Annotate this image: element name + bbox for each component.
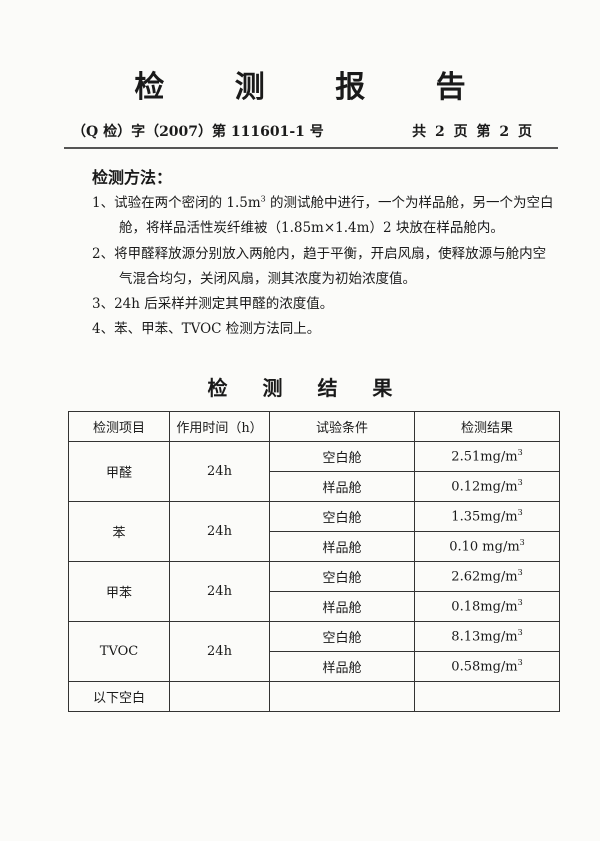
header-divider bbox=[64, 147, 558, 149]
method-item-3: 3、24h 后采样并测定其甲醛的浓度值。 bbox=[92, 296, 334, 312]
results-table: 检测项目 作用时间（h） 试验条件 检测结果 甲醛 24h 空白舱 2.51mg/m3… bbox=[68, 411, 560, 712]
empty-cell bbox=[269, 681, 415, 712]
page-info: 共 2 页 第 2 页 bbox=[412, 124, 532, 140]
table-header-row: 检测项目 作用时间（h） 试验条件 检测结果 bbox=[68, 411, 560, 442]
method-item-1-cont: 舱，将样品活性炭纤维被（1.85m×1.4m）2 块放在样品舱内。 bbox=[119, 220, 504, 236]
method-item-2: 2、将甲醛释放源分别放入两舱内，趋于平衡，开启风扇，使释放源与舱内空 bbox=[92, 246, 547, 262]
results-heading: 检 测 结 果 bbox=[207, 376, 407, 400]
table-row: 甲苯 24h 空白舱 2.62mg/m3 bbox=[68, 561, 560, 622]
superscript: 3 bbox=[517, 628, 523, 638]
table-row: 样品舱 0.18mg/m3 bbox=[69, 591, 560, 622]
condition-cell: 样品舱 bbox=[269, 471, 415, 502]
result-cell: 8.13mg/m3 bbox=[414, 621, 560, 652]
item-cell: 苯 bbox=[68, 501, 170, 562]
table-row: 以下空白 bbox=[68, 681, 560, 712]
result-cell: 0.18mg/m3 bbox=[414, 591, 560, 622]
result-cell: 2.51mg/m3 bbox=[414, 441, 560, 472]
result-value: 2.62mg/m bbox=[451, 569, 518, 585]
superscript: 3 bbox=[260, 194, 266, 204]
result-cell: 1.35mg/m3 bbox=[414, 501, 560, 532]
method-text: 1、试验在两个密闭的 1.5m bbox=[92, 195, 261, 211]
method-text: 的测试舱中进行，一个为样品舱，另一个为空白 bbox=[265, 195, 554, 211]
table-row: 样品舱 0.12mg/m3 bbox=[69, 471, 560, 502]
superscript: 3 bbox=[517, 568, 523, 578]
superscript: 3 bbox=[517, 448, 523, 458]
time-cell: 24h bbox=[169, 621, 270, 682]
header-cell: 检测结果 bbox=[414, 411, 560, 442]
result-value: 0.10 mg/m bbox=[449, 539, 520, 555]
table-row: 样品舱 0.58mg/m3 bbox=[69, 651, 560, 682]
table-row: 甲醛 24h 空白舱 2.51mg/m3 bbox=[68, 441, 560, 502]
condition-cell: 空白舱 bbox=[269, 621, 415, 652]
table-row: 苯 24h 空白舱 1.35mg/m3 bbox=[68, 501, 560, 562]
method-heading: 检测方法： bbox=[92, 168, 173, 187]
result-value: 8.13mg/m bbox=[451, 629, 518, 645]
result-value: 2.51mg/m bbox=[451, 449, 518, 465]
result-cell: 2.62mg/m3 bbox=[414, 561, 560, 592]
time-cell: 24h bbox=[169, 561, 270, 622]
header-cell: 作用时间（h） bbox=[169, 411, 270, 442]
result-value: 1.35mg/m bbox=[451, 509, 518, 525]
result-cell: 0.58mg/m3 bbox=[414, 651, 560, 682]
header-cell: 检测项目 bbox=[68, 411, 170, 442]
condition-cell: 样品舱 bbox=[269, 531, 415, 562]
result-value: 0.18mg/m bbox=[451, 599, 518, 615]
empty-cell bbox=[169, 681, 270, 712]
header-cell: 试验条件 bbox=[269, 411, 415, 442]
footer-cell: 以下空白 bbox=[68, 681, 170, 712]
method-item-2-cont: 气混合均匀，关闭风扇，测其浓度为初始浓度值。 bbox=[119, 271, 416, 287]
superscript: 3 bbox=[517, 598, 523, 608]
result-value: 0.12mg/m bbox=[451, 479, 518, 495]
result-value: 0.58mg/m bbox=[451, 659, 518, 675]
condition-cell: 空白舱 bbox=[269, 441, 415, 472]
result-cell: 0.12mg/m3 bbox=[414, 471, 560, 502]
superscript: 3 bbox=[519, 538, 525, 548]
item-cell: 甲醛 bbox=[68, 441, 170, 502]
condition-cell: 空白舱 bbox=[269, 501, 415, 532]
item-cell: TVOC bbox=[68, 621, 170, 682]
method-item-1: 1、试验在两个密闭的 1.5m3 的测试舱中进行，一个为样品舱，另一个为空白 bbox=[92, 191, 554, 212]
condition-cell: 空白舱 bbox=[269, 561, 415, 592]
time-cell: 24h bbox=[169, 501, 270, 562]
superscript: 3 bbox=[517, 658, 523, 668]
condition-cell: 样品舱 bbox=[269, 591, 415, 622]
result-cell: 0.10 mg/m3 bbox=[414, 531, 560, 562]
superscript: 3 bbox=[517, 478, 523, 488]
table-row: TVOC 24h 空白舱 8.13mg/m3 bbox=[68, 621, 560, 682]
time-cell: 24h bbox=[169, 441, 270, 502]
condition-cell: 样品舱 bbox=[269, 651, 415, 682]
item-cell: 甲苯 bbox=[68, 561, 170, 622]
method-item-4: 4、苯、甲苯、TVOC 检测方法同上。 bbox=[92, 321, 321, 337]
report-title: 检 测 报 告 bbox=[134, 70, 496, 105]
document-number: （Q 检）字（2007）第 111601-1 号 bbox=[72, 124, 324, 140]
empty-cell bbox=[414, 681, 560, 712]
superscript: 3 bbox=[517, 508, 523, 518]
